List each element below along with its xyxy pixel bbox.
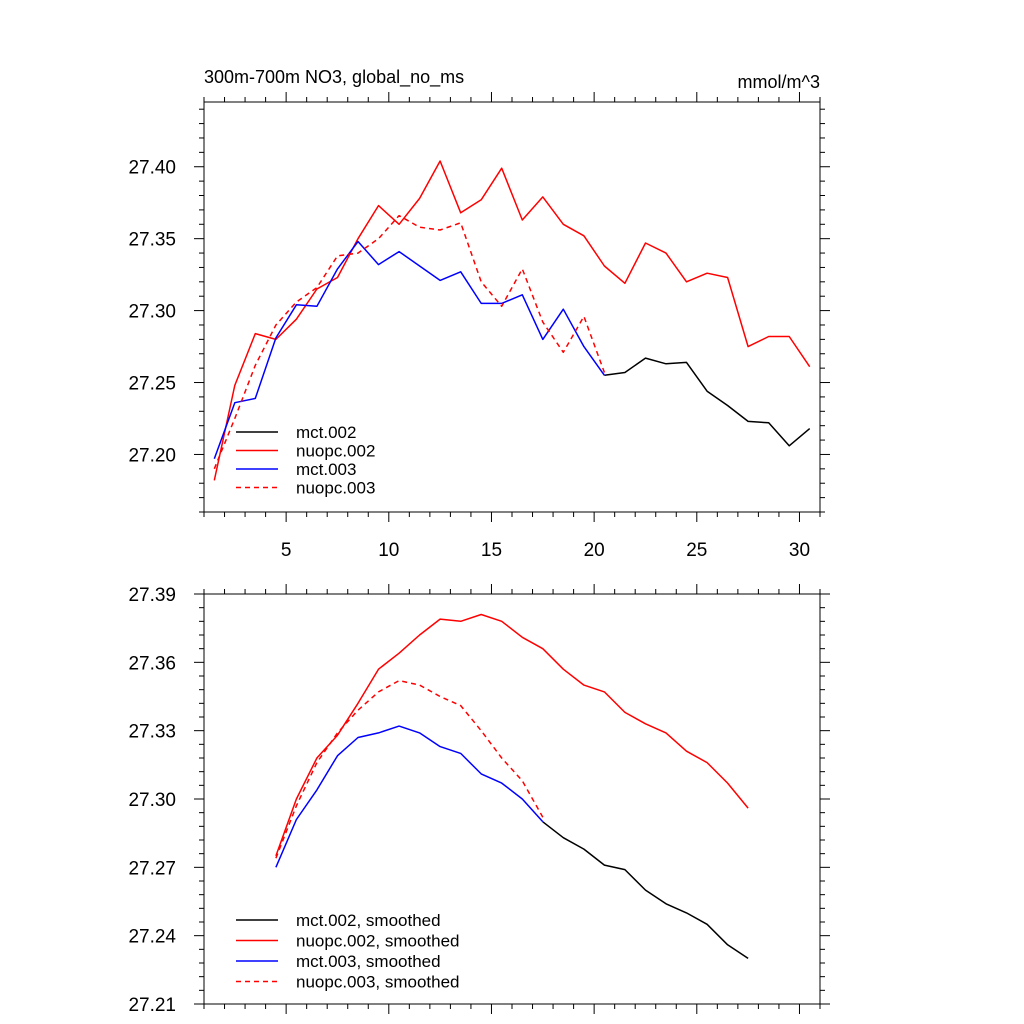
top-x-tick-label: 10	[378, 540, 399, 561]
top-legend-label: mct.003	[296, 460, 356, 479]
top-series-line-mct-003	[213, 240, 606, 460]
top-y-tick-label: 27.30	[128, 302, 176, 323]
bottom-y-tick-label: 27.30	[128, 790, 176, 811]
top-legend-label: mct.002	[296, 423, 356, 442]
bottom-y-tick-label: 27.24	[128, 927, 176, 948]
bottom-legend-label: mct.003, smoothed	[296, 952, 441, 971]
top-y-tick-label: 27.40	[128, 158, 176, 179]
top-panel: 300m-700m NO3, global_no_ms mmol/m^3 5 10…	[128, 67, 830, 561]
bottom-y-tick-label: 27.33	[128, 722, 176, 743]
top-x-tick-label: 15	[481, 540, 502, 561]
bottom-legend-label: nuopc.002, smoothed	[296, 932, 460, 951]
top-legend-label: nuopc.002	[296, 442, 375, 461]
top-x-tick-label: 5	[281, 540, 292, 561]
bottom-y-tick-label: 27.39	[128, 585, 176, 606]
top-legend-label: nuopc.003	[296, 479, 375, 498]
top-panel-title: 300m-700m NO3, global_no_ms	[204, 67, 464, 88]
top-panel-units: mmol/m^3	[738, 72, 820, 92]
bottom-y-tick-label: 27.21	[128, 995, 176, 1016]
top-y-tick-label: 27.35	[128, 230, 176, 251]
bottom-legend-label: mct.002, smoothed	[296, 911, 441, 930]
bottom-series-line-nuopc-002-smoothed	[275, 613, 749, 857]
top-y-tick-label: 27.25	[128, 374, 176, 395]
bottom-series-line-nuopc-003-smoothed	[275, 679, 544, 859]
bottom-legend-label: nuopc.003, smoothed	[296, 973, 460, 992]
top-series-line-nuopc-003	[213, 214, 606, 470]
bottom-series-line-mct-002-smoothed	[542, 821, 749, 960]
bottom-legend: mct.002, smoothed nuopc.002, smoothedmct.…	[236, 911, 460, 992]
top-x-tick-label: 30	[789, 540, 810, 561]
top-x-tick-label: 25	[686, 540, 707, 561]
top-y-tick-label: 27.20	[128, 445, 176, 466]
bottom-y-tick-label: 27.36	[128, 653, 176, 674]
bottom-panel: 27.21 27.24 27.27 27.30 27.33 27.36 27.39 mct.0…	[128, 584, 830, 1016]
top-x-tick-label: 20	[584, 540, 605, 561]
top-series-line-nuopc-002	[213, 160, 811, 481]
top-series-line-mct-002	[604, 357, 811, 447]
bottom-y-tick-label: 27.27	[128, 858, 176, 879]
bottom-series-line-mct-003-smoothed	[275, 725, 544, 868]
